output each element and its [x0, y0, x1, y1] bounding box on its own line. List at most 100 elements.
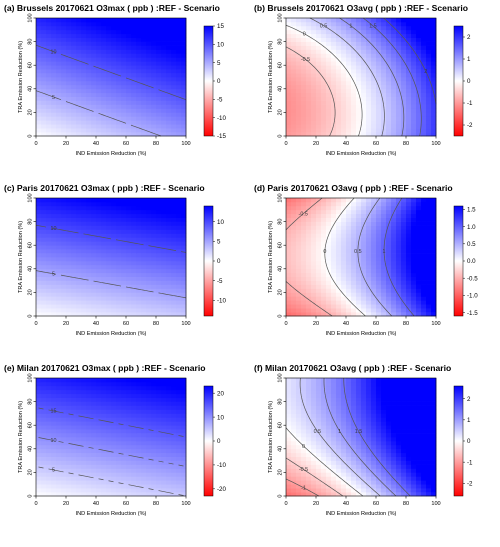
heatmap-cell — [76, 264, 82, 270]
heatmap-cell — [101, 45, 107, 50]
heatmap-cell — [121, 29, 127, 35]
heatmap-cell — [296, 45, 302, 50]
colorbar-scale — [203, 205, 214, 317]
heatmap-cell — [121, 284, 127, 289]
heatmap-cell — [421, 88, 427, 94]
heatmap-cell — [331, 229, 337, 234]
heatmap-cell — [41, 201, 47, 207]
heatmap-cell — [376, 65, 382, 70]
heatmap-cell — [161, 88, 167, 94]
heatmap-cell — [301, 472, 307, 477]
heatmap-cell — [351, 77, 357, 82]
heatmap-cell — [71, 472, 77, 477]
heatmap-cell — [291, 104, 297, 109]
heatmap-cell — [311, 429, 317, 434]
heatmap-cell — [146, 472, 152, 477]
heatmap-cell — [66, 480, 72, 485]
heatmap-cell — [291, 405, 297, 410]
heatmap-cell — [181, 393, 187, 399]
heatmap-cell — [116, 288, 122, 293]
heatmap-cell — [166, 378, 172, 383]
heatmap-cell — [81, 73, 87, 78]
heatmap-cell — [81, 57, 87, 62]
heatmap-cell — [321, 460, 327, 465]
heatmap-cell — [346, 116, 352, 121]
heatmap-cell — [326, 69, 332, 74]
heatmap-cell — [71, 464, 77, 469]
heatmap-cell — [116, 296, 122, 301]
heatmap-cell — [46, 49, 52, 54]
heatmap-cell — [351, 198, 357, 203]
heatmap-cell — [66, 378, 72, 383]
heatmap-cell — [306, 92, 312, 98]
heatmap-cell — [301, 201, 307, 207]
heatmap-cell — [351, 237, 357, 242]
x-tick-label: 80 — [153, 321, 159, 327]
heatmap-cell — [156, 77, 162, 82]
heatmap-cell — [66, 268, 72, 274]
heatmap-cell — [161, 233, 167, 238]
heatmap-cell — [36, 296, 42, 301]
heatmap-cell — [151, 73, 157, 78]
heatmap-cell — [61, 492, 67, 497]
heatmap — [36, 378, 187, 497]
heatmap-cell — [106, 468, 112, 473]
heatmap-cell — [121, 464, 127, 469]
heatmap-cell — [151, 452, 157, 458]
heatmap-cell — [146, 260, 152, 266]
heatmap-cell — [386, 225, 392, 230]
heatmap-cell — [166, 80, 172, 86]
heatmap-cell — [116, 433, 122, 438]
heatmap-cell — [326, 292, 332, 297]
heatmap-cell — [166, 225, 172, 230]
heatmap-cell — [36, 37, 42, 42]
heatmap-cell — [96, 440, 102, 446]
heatmap-cell — [301, 300, 307, 305]
heatmap-cell — [331, 61, 337, 66]
heatmap-cell — [301, 80, 307, 86]
heatmap-cell — [161, 378, 167, 383]
heatmap-cell — [136, 80, 142, 86]
heatmap-cell — [391, 116, 397, 121]
heatmap-cell — [406, 288, 412, 293]
heatmap-cell — [326, 25, 332, 31]
heatmap-cell — [176, 112, 182, 117]
heatmap-cell — [171, 468, 177, 473]
heatmap-cell — [306, 69, 312, 74]
heatmap-cell — [101, 57, 107, 62]
heatmap-cell — [416, 260, 422, 266]
heatmap-cell — [181, 456, 187, 461]
heatmap-cell — [106, 198, 112, 203]
heatmap-cell — [136, 413, 142, 418]
heatmap-cell — [161, 257, 167, 262]
heatmap-cell — [311, 92, 317, 98]
heatmap-cell — [361, 253, 367, 258]
heatmap-cell — [331, 308, 337, 313]
heatmap-cell — [126, 245, 132, 250]
heatmap-cell — [176, 88, 182, 94]
heatmap-cell — [331, 217, 337, 222]
heatmap-cell — [406, 245, 412, 250]
heatmap-cell — [101, 421, 107, 426]
heatmap-cell — [411, 201, 417, 207]
heatmap-cell — [81, 280, 87, 285]
heatmap-cell — [76, 440, 82, 446]
heatmap-cell — [111, 393, 117, 399]
heatmap-cell — [121, 429, 127, 434]
heatmap-cell — [151, 241, 157, 246]
heatmap-cell — [126, 65, 132, 70]
heatmap-cell — [111, 104, 117, 109]
heatmap-cell — [126, 440, 132, 446]
heatmap-cell — [51, 488, 57, 493]
heatmap-cell — [386, 104, 392, 109]
heatmap-cell — [81, 288, 87, 293]
heatmap-cell — [376, 61, 382, 66]
heatmap-cell — [56, 260, 62, 266]
heatmap-cell — [351, 225, 357, 230]
heatmap-cell — [426, 132, 432, 137]
heatmap-cell — [81, 284, 87, 289]
heatmap-cell — [111, 132, 117, 137]
heatmap-cell — [46, 18, 52, 23]
heatmap-cell — [51, 237, 57, 242]
